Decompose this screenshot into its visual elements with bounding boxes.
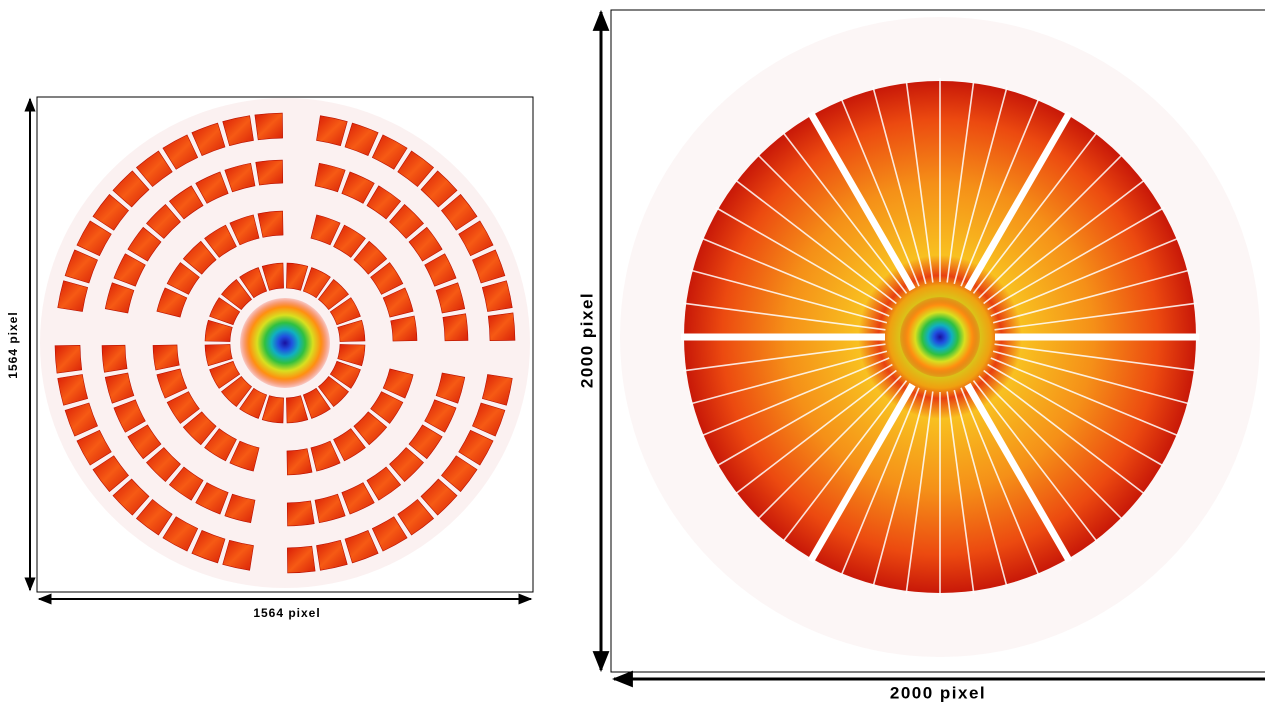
right-detector-image [620, 17, 1260, 657]
beam-center [900, 297, 980, 377]
figure: 1564 pixel 1564 pixel 2000 pixel 2000 pi… [0, 0, 1265, 704]
detector-segment [488, 313, 515, 341]
left-height-label: 1564 pixel [6, 311, 20, 378]
detector-segment [102, 345, 127, 372]
left-detector-image [40, 98, 530, 588]
detector-segment [55, 345, 82, 373]
detector-segment [256, 160, 283, 185]
detector-segment [287, 501, 314, 526]
right-height-label: 2000 pixel [577, 292, 596, 388]
detector-segment [287, 546, 315, 573]
page: {"left_image": {"width_label": "1564 pix… [0, 0, 1265, 704]
detector-segment [255, 113, 283, 140]
right-width-label: 2000 pixel [890, 683, 986, 702]
beam-center [240, 298, 330, 388]
detector-segment [443, 314, 468, 341]
left-width-label: 1564 pixel [253, 606, 320, 620]
